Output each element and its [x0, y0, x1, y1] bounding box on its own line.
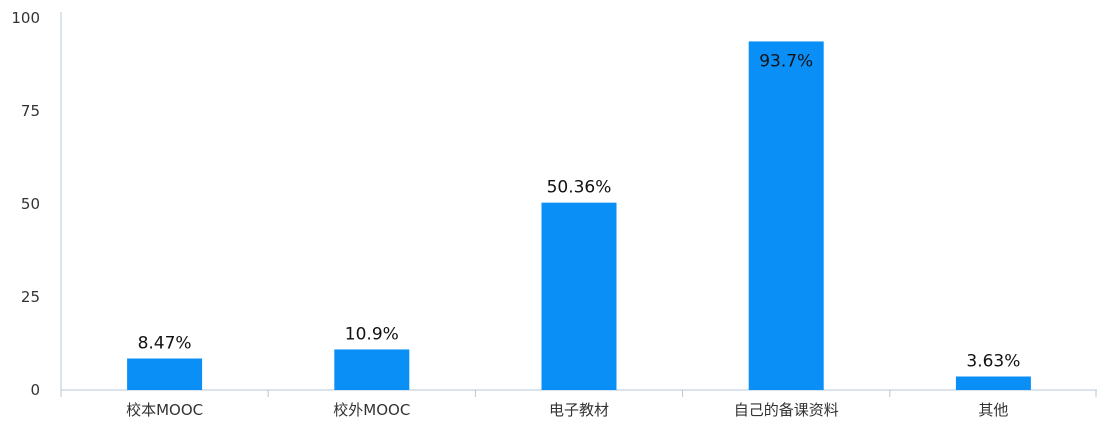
bar — [748, 41, 824, 390]
y-tick-label: 0 — [30, 381, 40, 399]
bars-group — [127, 41, 1031, 390]
bar — [541, 202, 617, 390]
data-labels-group: 8.47% 10.9% 50.36% 93.7% 3.63% — [138, 51, 1021, 371]
x-category-label: 校外MOOC — [333, 401, 410, 419]
data-label: 8.47% — [138, 333, 192, 353]
x-category-label: 电子教材 — [549, 401, 609, 419]
bar — [955, 376, 1031, 390]
x-category-label: 自己的备课资料 — [734, 401, 839, 419]
y-axis: 0 25 50 75 100 — [11, 9, 62, 399]
bar — [127, 358, 203, 390]
data-label: 93.7% — [759, 51, 813, 71]
y-tick-label: 25 — [21, 288, 40, 306]
data-label: 50.36% — [547, 178, 612, 198]
y-tick-label: 50 — [21, 195, 40, 213]
data-label: 3.63% — [966, 351, 1020, 371]
data-label: 10.9% — [345, 324, 399, 344]
x-axis: 校本MOOC 校外MOOC 电子教材 自己的备课资料 其他 — [60, 389, 1097, 419]
y-tick-label: 100 — [11, 9, 40, 27]
bar — [334, 349, 410, 390]
x-category-label: 校本MOOC — [126, 401, 203, 419]
y-tick-label: 75 — [21, 102, 40, 120]
x-category-label: 其他 — [978, 401, 1008, 419]
